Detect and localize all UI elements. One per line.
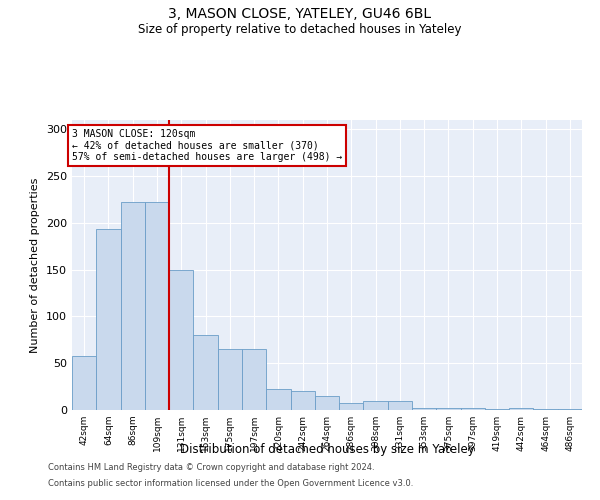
Bar <box>169 270 193 410</box>
Bar <box>339 402 364 410</box>
Bar <box>121 202 145 410</box>
Text: Contains public sector information licensed under the Open Government Licence v3: Contains public sector information licen… <box>48 478 413 488</box>
Bar <box>558 409 582 410</box>
Bar <box>315 396 339 410</box>
Bar <box>72 356 96 410</box>
Bar <box>533 409 558 410</box>
Text: 3 MASON CLOSE: 120sqm
← 42% of detached houses are smaller (370)
57% of semi-det: 3 MASON CLOSE: 120sqm ← 42% of detached … <box>72 128 342 162</box>
Bar <box>218 349 242 410</box>
Bar <box>412 408 436 410</box>
Bar <box>96 228 121 410</box>
Bar <box>388 400 412 410</box>
Bar <box>290 392 315 410</box>
Bar <box>364 400 388 410</box>
Text: Distribution of detached houses by size in Yateley: Distribution of detached houses by size … <box>179 442 475 456</box>
Bar <box>145 202 169 410</box>
Bar <box>242 349 266 410</box>
Bar <box>461 408 485 410</box>
Text: 3, MASON CLOSE, YATELEY, GU46 6BL: 3, MASON CLOSE, YATELEY, GU46 6BL <box>169 8 431 22</box>
Bar <box>509 408 533 410</box>
Text: Size of property relative to detached houses in Yateley: Size of property relative to detached ho… <box>138 22 462 36</box>
Bar <box>193 335 218 410</box>
Text: Contains HM Land Registry data © Crown copyright and database right 2024.: Contains HM Land Registry data © Crown c… <box>48 464 374 472</box>
Bar <box>436 408 461 410</box>
Bar <box>266 390 290 410</box>
Bar <box>485 409 509 410</box>
Y-axis label: Number of detached properties: Number of detached properties <box>31 178 40 352</box>
